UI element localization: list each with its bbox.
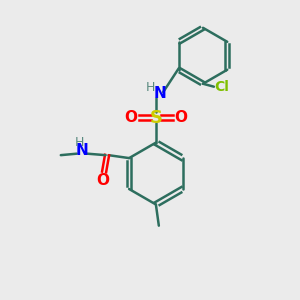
Text: O: O	[125, 110, 138, 125]
Text: H: H	[145, 81, 155, 94]
Text: N: N	[76, 143, 88, 158]
Text: Cl: Cl	[215, 80, 230, 94]
Text: H: H	[75, 136, 84, 149]
Text: O: O	[174, 110, 187, 125]
Text: S: S	[149, 109, 162, 127]
Text: N: N	[154, 86, 167, 101]
Text: O: O	[96, 173, 109, 188]
